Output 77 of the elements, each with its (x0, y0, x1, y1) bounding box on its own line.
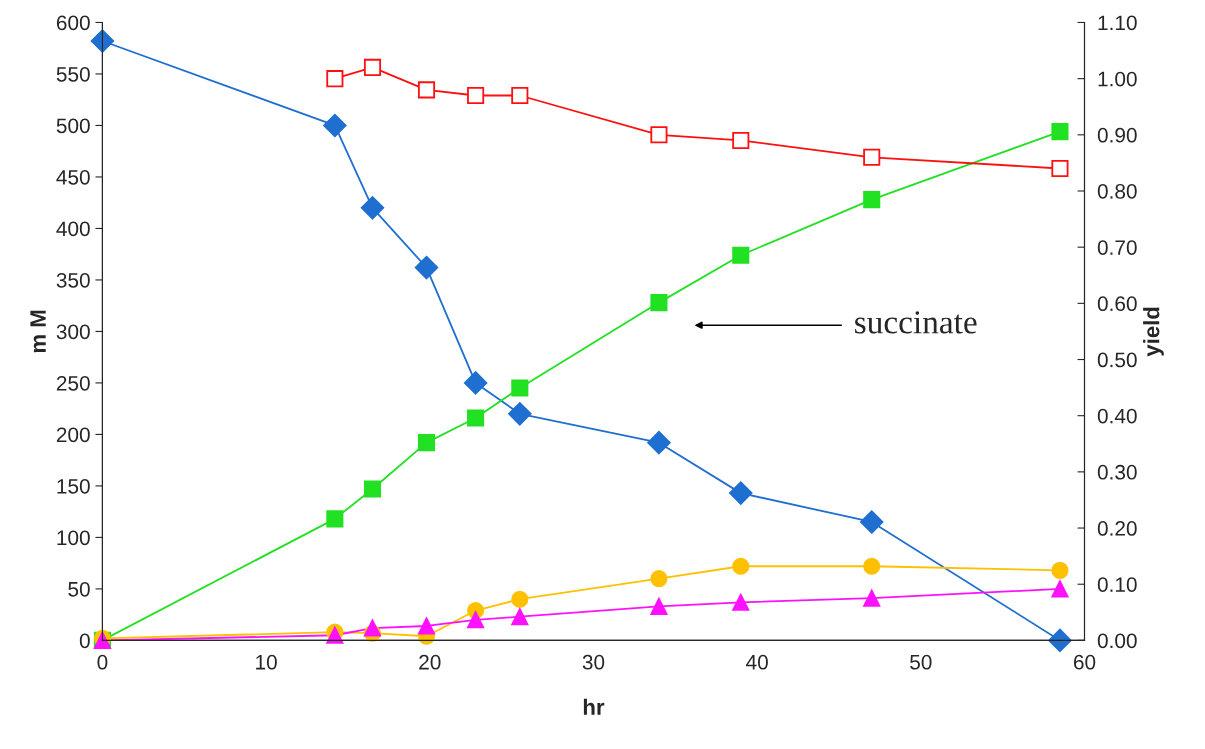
y-tick-label: 150 (57, 478, 90, 494)
point (363, 619, 382, 637)
point (417, 434, 436, 452)
point (863, 589, 881, 607)
x-tick-label: 0 (97, 654, 108, 670)
y2-tick-label: 0.10 (1097, 577, 1137, 592)
point (650, 570, 668, 588)
point (650, 597, 668, 615)
y2-tick-label: 0.70 (1097, 240, 1137, 255)
point (467, 409, 485, 427)
y2-tick-label: 1.00 (1098, 71, 1137, 87)
point (732, 593, 750, 611)
y2-tick-label: 0.90 (1097, 127, 1137, 143)
x-tick-label: 10 (256, 654, 277, 670)
point (363, 58, 382, 76)
point (863, 191, 881, 209)
point (1048, 628, 1072, 653)
x-tick-label: 40 (746, 654, 768, 670)
x-tick-label: 60 (1073, 654, 1096, 670)
y-tick-label: 500 (56, 118, 90, 134)
y-tick-label: 250 (56, 375, 90, 391)
point (467, 86, 485, 105)
point (1051, 561, 1069, 579)
y-tick-label: 350 (56, 272, 90, 288)
point (1051, 123, 1069, 141)
y-axis-title: m M (30, 310, 46, 353)
x-axis-title: hr (583, 698, 605, 715)
y2-axis-title: yield (1143, 307, 1164, 357)
point (508, 402, 532, 426)
x-tick-label: 50 (910, 654, 932, 670)
y2-tick-label: 0.50 (1097, 352, 1137, 368)
point (650, 126, 668, 144)
y-tick-label: 400 (56, 221, 90, 237)
point (1051, 580, 1069, 598)
point (360, 196, 385, 220)
y-tick-label: 550 (56, 66, 90, 82)
y-tick-label: 50 (68, 581, 90, 597)
point (1051, 159, 1069, 178)
point (863, 148, 881, 166)
point (323, 113, 347, 138)
point (860, 510, 884, 534)
y-tick-label: 450 (56, 169, 90, 185)
point (463, 371, 488, 395)
y-tick-label: 0 (79, 633, 90, 649)
point (729, 481, 753, 505)
annotation: succinate (855, 311, 977, 334)
point (650, 294, 668, 312)
point (647, 430, 671, 455)
point (90, 29, 115, 53)
point (732, 246, 750, 264)
x-tick-label: 30 (582, 654, 605, 670)
point (511, 379, 529, 397)
y2-tick-label: 1.10 (1098, 15, 1137, 31)
point (363, 480, 382, 498)
y2-tick-label: 0.00 (1097, 633, 1137, 649)
point (511, 590, 529, 608)
y2-tick-label: 0.30 (1097, 464, 1137, 480)
point (417, 617, 436, 635)
y2-tick-label: 0.80 (1097, 184, 1137, 199)
y-tick-label: 600 (56, 15, 90, 31)
point (326, 70, 344, 88)
y-tick-label: 200 (56, 427, 90, 443)
point (732, 131, 750, 149)
y2-tick-label: 0.20 (1097, 521, 1137, 536)
y-tick-label: 100 (57, 530, 90, 546)
point (732, 557, 750, 575)
point (511, 86, 529, 105)
x-tick-label: 20 (419, 654, 441, 670)
point (511, 608, 529, 626)
point (417, 81, 436, 99)
y2-tick-label: 0.60 (1097, 296, 1137, 312)
y-tick-label: 300 (56, 324, 90, 340)
y2-tick-label: 0.40 (1097, 408, 1137, 424)
point (863, 557, 881, 575)
point (467, 611, 485, 629)
point (414, 255, 439, 280)
point (326, 510, 344, 528)
